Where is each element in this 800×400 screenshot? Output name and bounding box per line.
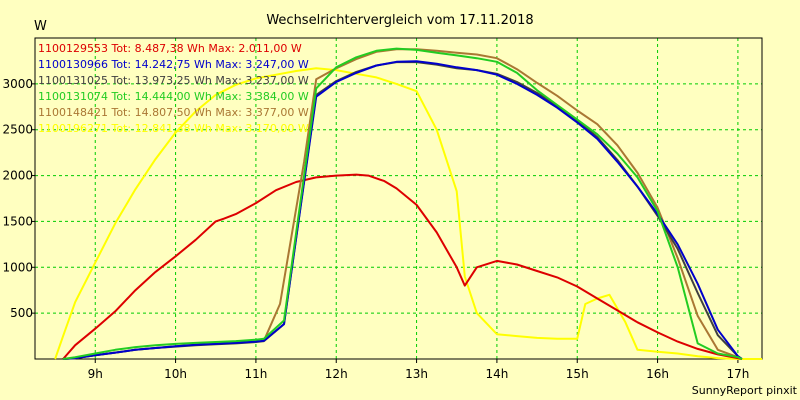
legend-entry-4: 1100148421 Tot: 14.807,50 Wh Max: 3.377,… (38, 106, 309, 119)
legend-entry-5: 1100196271 Tot: 12.841,38 Wh Max: 3.170,… (38, 122, 309, 135)
x-tick-label: 10h (164, 367, 187, 381)
legend-entry-1: 1100130966 Tot: 14.242,75 Wh Max: 3.247,… (38, 58, 309, 71)
series-line-1 (63, 60, 743, 360)
y-tick-label: 2500 (2, 123, 33, 137)
y-axis-unit: W (34, 19, 47, 34)
series-line-5 (54, 67, 762, 360)
legend-entry-0: 1100129553 Tot: 8.487,38 Wh Max: 2.011,0… (38, 42, 302, 55)
x-tick-label: 12h (325, 367, 348, 381)
x-tick-label: 17h (726, 367, 749, 381)
grid (35, 38, 762, 359)
x-tick-label: 11h (244, 367, 267, 381)
chart-title: Wechselrichtervergleich vom 17.11.2018 (266, 13, 533, 28)
x-tick-label: 16h (646, 367, 669, 381)
y-tick-label: 2000 (2, 169, 33, 183)
y-tick-label: 1000 (2, 260, 33, 274)
credit-text: SunnyReport pinxit (692, 384, 798, 397)
legend-entry-3: 1100131074 Tot: 14.444,00 Wh Max: 3.384,… (38, 90, 309, 103)
x-tick-label: 9h (88, 367, 103, 381)
x-tick-label: 13h (405, 367, 428, 381)
series-group (54, 47, 762, 360)
x-tick-label: 14h (485, 367, 508, 381)
y-tick-label: 500 (10, 306, 33, 320)
series-line-0 (62, 173, 743, 360)
axis-ticks: 9h 10h 11h 12h 13h 14h 15h 16h 17h 500 1000 1500 200… (2, 77, 749, 381)
legend: 1100129553 Tot: 8.487,38 Wh Max: 2.011,0… (38, 42, 309, 135)
y-tick-label: 3000 (2, 77, 33, 91)
x-tick-label: 15h (566, 367, 589, 381)
y-tick-label: 1500 (2, 214, 33, 228)
legend-entry-2: 1100131025 Tot: 13.973,25 Wh Max: 3.237,… (38, 74, 309, 87)
series-line-3 (62, 47, 743, 360)
plot-area-border (34, 37, 763, 360)
